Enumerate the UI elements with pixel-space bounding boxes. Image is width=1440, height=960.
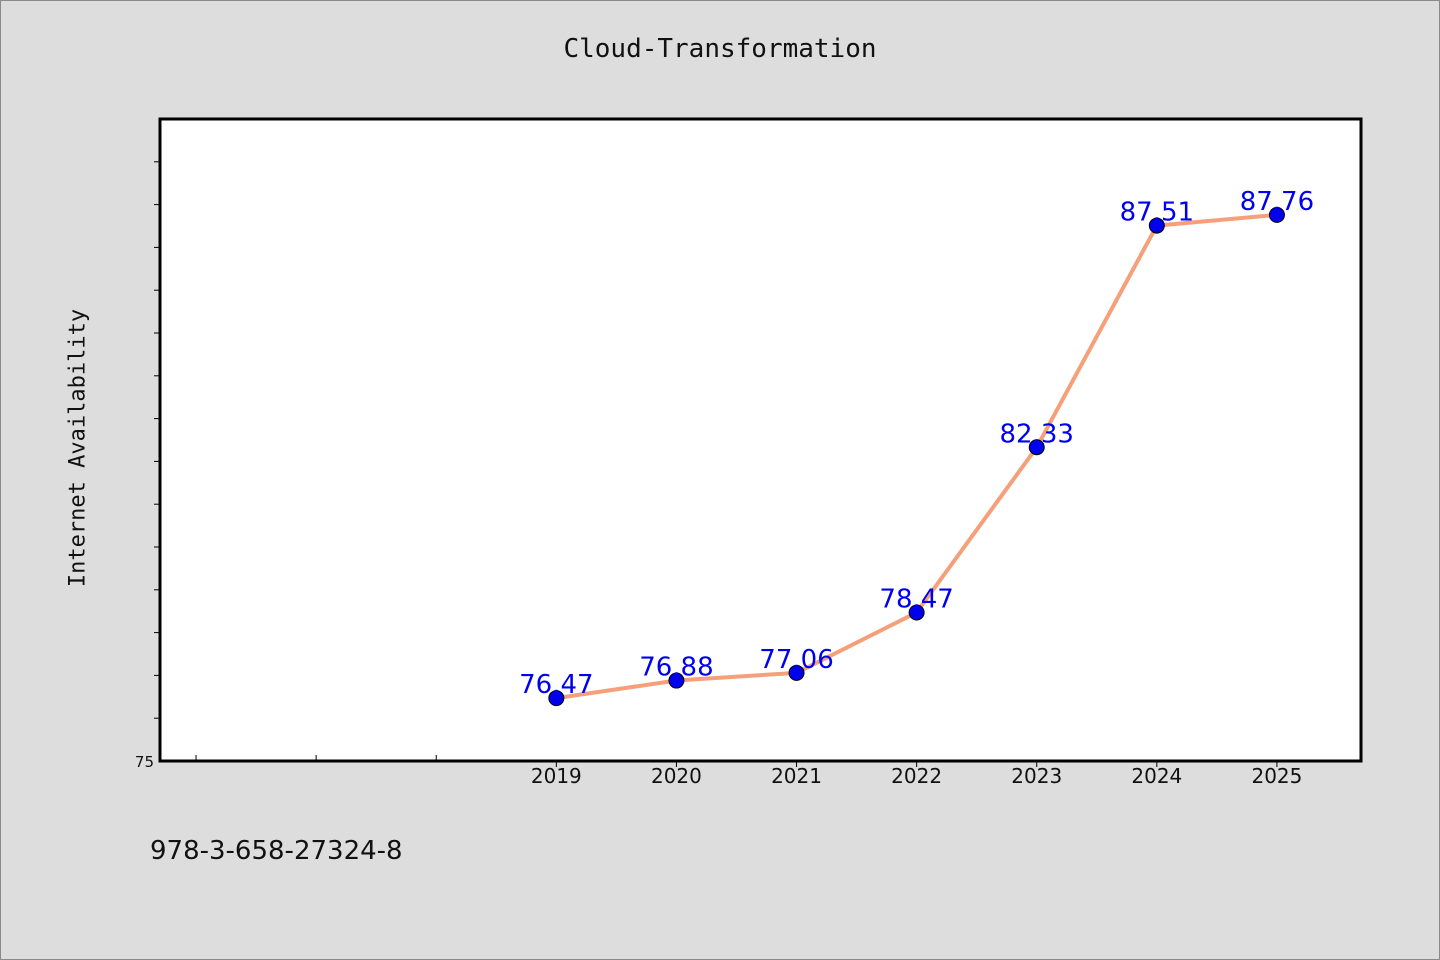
x-tick-label: 2024: [1131, 764, 1182, 788]
y-tick-label: 75: [135, 753, 154, 771]
data-point: [1148, 217, 1165, 234]
data-label: 82.33: [1000, 419, 1074, 449]
data-point: [668, 672, 685, 689]
data-label: 77.06: [759, 645, 833, 675]
data-point: [548, 690, 565, 707]
data-label-layer: 76.47 76.88 77.06 78.47 82.33 87.51 87.76: [519, 187, 1314, 700]
x-tick-label: 2023: [1011, 764, 1062, 788]
x-tick-label: 2022: [891, 764, 942, 788]
data-label: 76.47: [519, 670, 593, 700]
x-tick-label: 2019: [531, 764, 582, 788]
x-tick-label: 2025: [1251, 764, 1302, 788]
data-label: 87.51: [1120, 198, 1194, 228]
data-point: [1268, 206, 1285, 223]
y-axis-ticks: 75: [135, 161, 160, 771]
data-label: 76.88: [639, 653, 713, 683]
chart-title: Cloud-Transformation: [563, 34, 877, 64]
data-point: [908, 604, 925, 621]
x-axis-ticks: 2019 2020 2021 2022 2023 2024 2025: [195, 755, 1302, 788]
data-label: 87.76: [1240, 187, 1314, 217]
footer-code: 978-3-658-27324-8: [150, 836, 403, 866]
data-label: 78.47: [879, 584, 953, 614]
series-layer: [548, 206, 1285, 707]
data-point: [788, 664, 805, 681]
x-tick-label: 2021: [771, 764, 822, 788]
x-tick-label: 2020: [651, 764, 702, 788]
data-point: [1028, 439, 1045, 456]
